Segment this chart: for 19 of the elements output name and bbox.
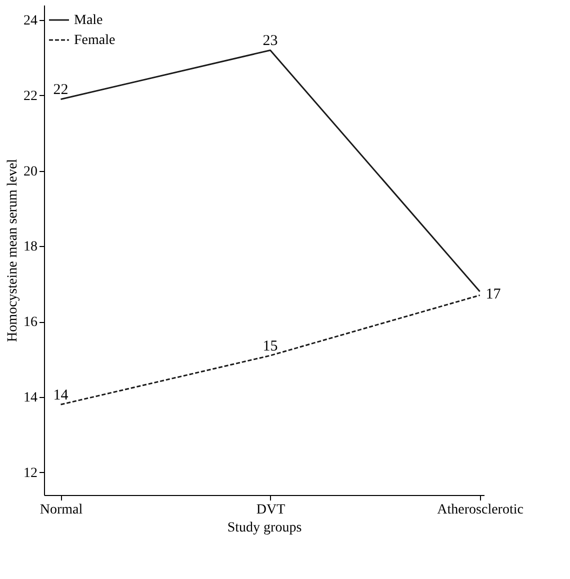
y-tick-label: 20 (24, 164, 38, 180)
y-tick-label: 24 (24, 14, 38, 29)
y-tick-label: 12 (24, 466, 38, 481)
data-label: 22 (53, 82, 68, 98)
data-label: 15 (262, 338, 278, 355)
data-label: 14 (53, 388, 69, 404)
legend-label: Female (74, 33, 116, 48)
x-tick-label: Atherosclerotic (437, 502, 524, 518)
x-tick-label: Normal (40, 502, 83, 518)
data-label: 23 (262, 33, 278, 50)
y-tick-label: 18 (24, 240, 38, 255)
x-tick-label: DVT (256, 502, 286, 518)
legend-label: Male (74, 13, 103, 28)
data-label: 17 (486, 286, 502, 302)
y-tick-label: 14 (24, 390, 38, 406)
x-axis-title: Study groups (227, 520, 302, 536)
y-tick-label: 22 (24, 88, 38, 104)
y-axis-title: Homocysteine mean serum level (6, 158, 20, 342)
y-tick-label: 16 (24, 315, 38, 330)
